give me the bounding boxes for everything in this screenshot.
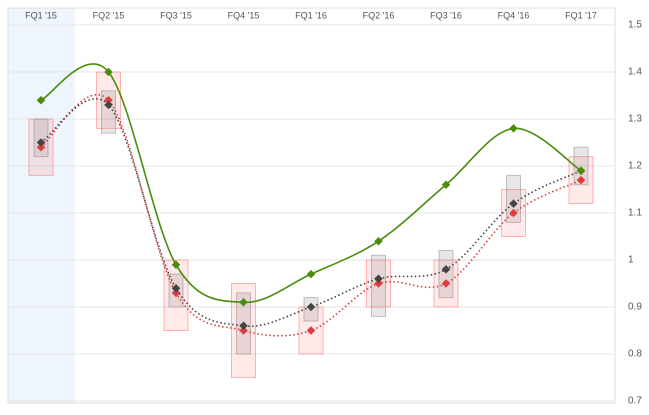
series-point [374,236,383,246]
range-box [506,174,521,223]
series-line [40,94,582,337]
series-point [239,298,248,307]
x-tick-label: FQ4 '16 [498,10,530,20]
y-tick-label: 1.4 [628,67,642,78]
series-point [374,279,383,288]
y-tick-label: 1.2 [628,161,642,172]
x-tick-label: FQ1 '15 [25,10,57,20]
x-tick-label: FQ4 '15 [228,10,260,20]
series-point [374,274,383,284]
series-point [36,138,46,147]
y-tick-label: 1.3 [628,114,642,125]
series-point [509,124,518,133]
series-point [441,279,451,288]
series-point [104,100,113,110]
series-point [306,326,316,335]
series-line [40,63,582,304]
series-point [306,302,316,312]
y-tick-label: 1.1 [628,208,642,219]
x-tick-label: FQ3 '16 [430,10,462,20]
y-tick-label: 0.8 [628,349,642,360]
series-point [306,269,316,279]
series-point [171,283,181,293]
y-tick-label: 1 [628,255,634,266]
x-tick-label: FQ2 '15 [93,10,125,20]
series-point [36,95,46,105]
x-tick-label: FQ1 '16 [295,10,327,20]
series-point [239,326,248,335]
series-point [104,67,113,77]
range-box [438,250,454,299]
series-point [239,321,248,331]
series-point [441,180,451,190]
series-point [36,142,46,152]
x-tick-label: FQ2 '16 [363,10,395,20]
series-line [40,98,582,328]
series-point [171,260,181,269]
series-point [441,265,451,274]
y-tick-label: 0.7 [628,396,642,407]
plot-frame [7,7,616,404]
y-tick-label: 1.5 [628,20,642,31]
series-point [104,95,113,105]
x-tick-label: FQ3 '15 [160,10,192,20]
highlight-column [8,8,75,403]
x-tick-label: FQ1 '17 [565,10,597,20]
y-tick-label: 0.9 [628,302,642,313]
